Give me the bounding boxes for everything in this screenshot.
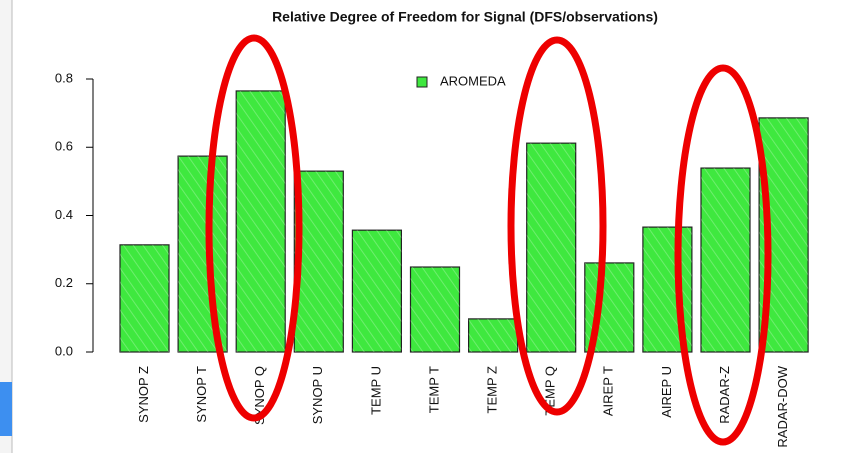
x-tick-label: RADAR-DOW	[775, 365, 790, 447]
y-tick-label: 0.6	[55, 139, 73, 154]
chart-title: Relative Degree of Freedom for Signal (D…	[272, 9, 658, 25]
panel-tab	[0, 382, 12, 436]
bar-hatch	[468, 318, 518, 352]
x-tick-label: SYNOP T	[194, 366, 209, 423]
x-tick-label: TEMP T	[426, 366, 441, 413]
x-tick-label: AIREP T	[601, 366, 616, 416]
bar-hatch	[178, 156, 228, 352]
x-tick-label: RADAR-Z	[717, 366, 732, 424]
y-tick-label: 0.0	[55, 343, 73, 358]
legend-label: AROMEDA	[440, 73, 506, 88]
x-tick-label: TEMP U	[368, 366, 383, 415]
highlight-ellipse	[507, 36, 607, 416]
y-tick-label: 0.2	[55, 275, 73, 290]
legend: AROMEDA	[416, 73, 506, 88]
highlight-ellipse	[674, 64, 772, 446]
x-tick-label: AIREP U	[659, 366, 674, 418]
bar-hatch	[294, 171, 344, 352]
bar-hatch	[352, 230, 402, 352]
legend-swatch	[416, 76, 428, 88]
bar-hatch	[701, 168, 750, 352]
bar-hatch	[410, 267, 460, 352]
x-tick-label: SYNOP U	[310, 366, 325, 424]
x-tick-label: TEMP Z	[485, 366, 500, 413]
bar-hatch	[120, 244, 169, 352]
highlight-ellipse	[205, 34, 303, 422]
x-tick-label: SYNOP Z	[136, 366, 151, 423]
bar-hatch	[526, 143, 576, 352]
annotations	[205, 34, 772, 446]
y-tick-label: 0.4	[55, 207, 73, 222]
left-panel	[0, 0, 12, 453]
y-tick-label: 0.8	[55, 70, 73, 85]
bar-hatch	[236, 90, 286, 352]
